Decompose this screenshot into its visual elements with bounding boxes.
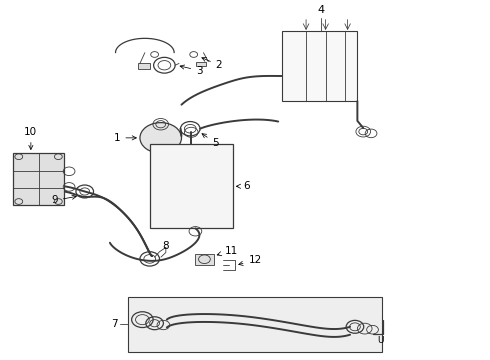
- Text: 2: 2: [202, 58, 222, 70]
- Text: 12: 12: [239, 255, 262, 265]
- Text: 5: 5: [202, 134, 219, 148]
- Bar: [138, 63, 150, 69]
- Text: 7: 7: [111, 319, 118, 329]
- Text: 11: 11: [217, 246, 238, 256]
- Bar: [150, 144, 233, 228]
- Bar: [282, 31, 357, 101]
- Text: 8: 8: [162, 241, 169, 251]
- Text: 4: 4: [317, 5, 324, 15]
- Text: U: U: [378, 337, 384, 346]
- Text: 1: 1: [114, 133, 136, 143]
- Text: 10: 10: [24, 127, 37, 149]
- Text: 9: 9: [51, 195, 76, 206]
- Text: 6: 6: [236, 181, 250, 191]
- Text: 3: 3: [180, 65, 203, 76]
- Bar: [195, 253, 214, 265]
- Bar: [128, 297, 382, 352]
- Ellipse shape: [140, 123, 181, 153]
- Bar: [13, 153, 64, 205]
- Bar: [196, 62, 206, 66]
